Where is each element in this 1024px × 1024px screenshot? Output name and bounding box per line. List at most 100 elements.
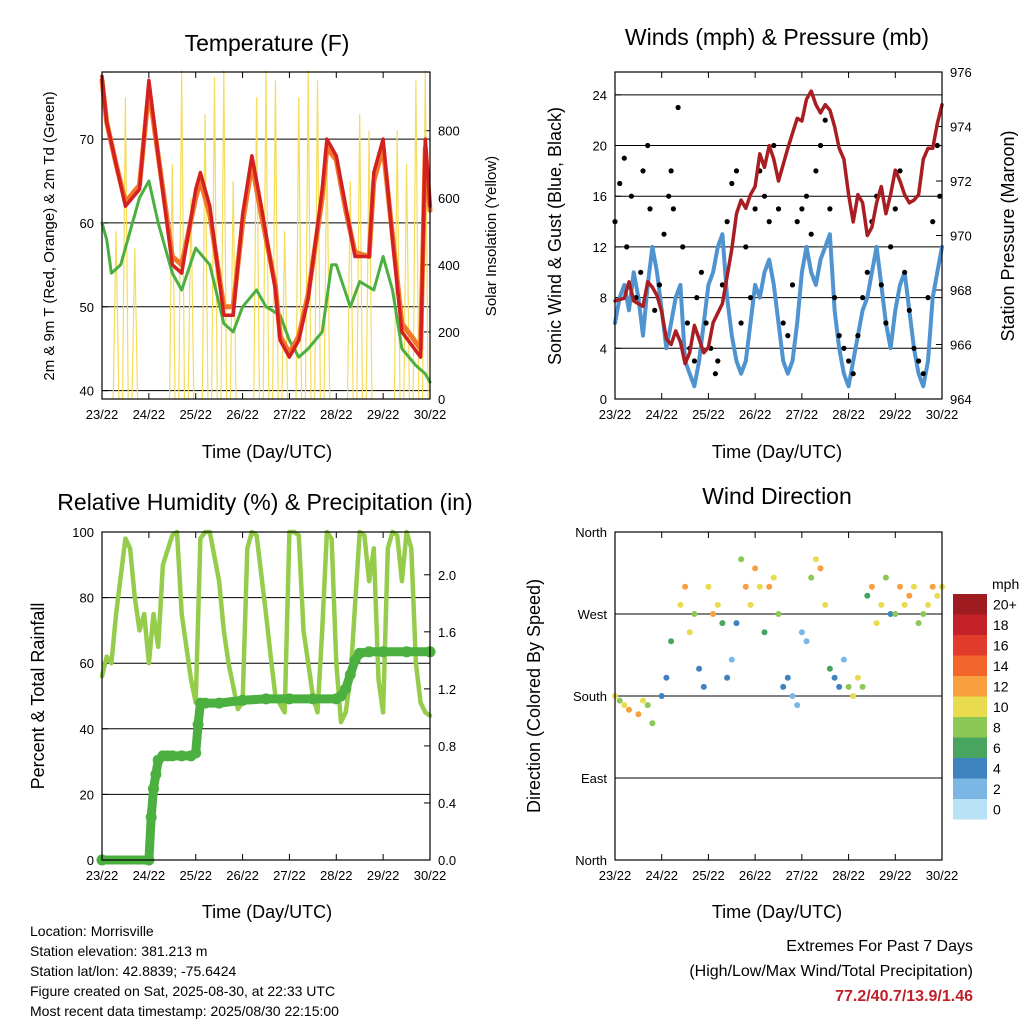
direction-point [840, 656, 847, 663]
legend-swatch [953, 614, 987, 635]
direction-point [906, 592, 913, 599]
y-tick-label: 12 [593, 240, 607, 255]
info-latlon: Station lat/lon: 42.8839; -75.6424 [30, 963, 237, 979]
gust-point [934, 142, 940, 149]
gust-point [799, 206, 805, 212]
gust-point [808, 231, 814, 237]
y-tick-label: 0 [600, 392, 607, 407]
solar-peak [356, 113, 364, 400]
direction-point [761, 629, 768, 636]
legend-label: 4 [993, 760, 1001, 776]
direction-point [626, 706, 632, 713]
direction-point [845, 683, 852, 690]
legend-swatch [953, 758, 987, 779]
direction-point [859, 683, 866, 690]
x-tick-label: 28/22 [832, 868, 865, 883]
direction-point [705, 583, 712, 590]
precip-point [145, 811, 157, 823]
direction-point [668, 638, 675, 645]
sonic-wind-line [613, 232, 944, 389]
x-tick-label: 23/22 [86, 868, 119, 883]
winds-ylabel-left: Sonic Wind & Gust (Blue, Black) [545, 107, 565, 365]
wind-direction-title: Wind Direction [702, 483, 852, 509]
direction-point [901, 601, 908, 608]
x-tick-label: 27/22 [786, 407, 819, 422]
y-tick-label: 4 [600, 341, 607, 356]
direction-point [677, 601, 684, 608]
gust-point [670, 206, 677, 212]
direction-point [803, 638, 810, 645]
gust-point [680, 244, 686, 250]
x-tick-label: 27/22 [786, 868, 819, 883]
direction-point [635, 711, 642, 718]
gust-point [684, 320, 691, 326]
gust-point [925, 295, 931, 301]
solar-peak [295, 97, 303, 400]
rh-xlabel: Time (Day/UTC) [202, 902, 332, 922]
gust-point [645, 142, 651, 149]
legend-swatch [953, 696, 987, 717]
direction-point [691, 611, 698, 617]
gust-point [661, 231, 667, 237]
x-tick-label: 25/22 [692, 407, 725, 422]
direction-point [789, 693, 796, 699]
wind-direction-xlabel: Time (Day/UTC) [712, 902, 842, 922]
x-tick-label: 23/22 [599, 407, 632, 422]
direction-point [747, 601, 754, 608]
direction-point [719, 620, 726, 627]
legend-title: mph [992, 576, 1019, 592]
precip-point [363, 646, 375, 658]
gust-point [920, 371, 926, 377]
gust-point [652, 307, 658, 313]
speed-legend: 20+ 18 16 14 12 10 8 6 4 2 0 [953, 594, 1017, 820]
gust-point [888, 244, 894, 250]
gust-point [694, 295, 700, 301]
direction-point [808, 574, 815, 581]
x-tick-label: 26/22 [226, 868, 259, 883]
direction-point [897, 583, 903, 590]
direction-point [850, 693, 857, 699]
winds-xlabel: Time (Day/UTC) [712, 442, 842, 462]
gust-point [789, 282, 796, 288]
legend-label: 12 [993, 678, 1009, 694]
y-tick-label: 50 [80, 300, 94, 315]
temperature-panel: Temperature (F) Time (Day/UTC) 2m & 9m T… [41, 30, 500, 462]
x-tick-label: 27/22 [273, 868, 306, 883]
x-tick-label: 23/22 [86, 407, 119, 422]
direction-point [644, 702, 651, 709]
x-tick-label: 23/22 [599, 868, 632, 883]
temperature-ylabel-left: 2m & 9m T (Red, Orange) & 2m Td (Green) [41, 91, 58, 380]
gust-point [724, 219, 730, 225]
temperature-title: Temperature (F) [185, 30, 350, 56]
gust-point [850, 371, 856, 377]
gust-point [675, 104, 681, 111]
legend-swatch [953, 778, 987, 799]
gust-point [803, 193, 810, 199]
direction-point [817, 565, 824, 572]
legend-label: 6 [993, 740, 1001, 756]
gust-point [864, 269, 870, 275]
gust-point [841, 345, 847, 351]
solar-peak [201, 113, 209, 400]
x-tick-label: 25/22 [179, 407, 212, 422]
temperature-ylabel-right: Solar Insolation (Yellow) [483, 156, 500, 316]
temperature-xlabel: Time (Day/UTC) [202, 442, 332, 462]
gust-point [846, 358, 852, 364]
y-tick-label: 60 [80, 216, 94, 231]
x-tick-label: 26/22 [226, 407, 259, 422]
direction-point [784, 674, 791, 681]
direction-point [770, 574, 777, 581]
solar-peak [131, 248, 139, 400]
x-tick-label: 24/22 [645, 407, 678, 422]
gust-point [621, 155, 627, 161]
direction-point [663, 674, 670, 681]
precip-point [237, 694, 249, 706]
rh-ylabel-left: Percent & Total Rainfall [28, 603, 48, 790]
gust-point [656, 282, 663, 288]
info-timestamp: Most recent data timestamp: 2025/08/30 2… [30, 1003, 339, 1019]
direction-point [728, 656, 735, 663]
x-tick-label: 30/22 [926, 868, 959, 883]
plot-border [614, 71, 943, 400]
y2-tick-label: 0.4 [438, 796, 456, 811]
